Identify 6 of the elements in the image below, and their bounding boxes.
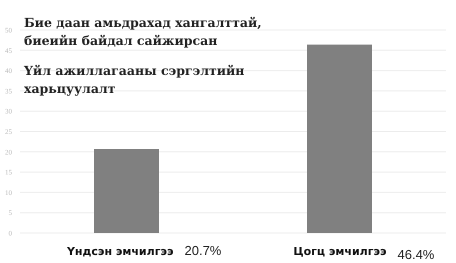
x-tick-label: Цогц эмчилгээ xyxy=(293,245,387,258)
x-tick-label: Үндсэн эмчилгээ xyxy=(66,245,174,258)
text: Үйл ажиллагааны сэргэлтийн харьцуулалт xyxy=(24,62,246,98)
chart-title: Бие даан амьдрахад хангалттай, биеийн байдал сайжирсан xyxy=(24,14,263,50)
data-label: 20.7% xyxy=(184,243,222,258)
data-label: 46.4% xyxy=(398,247,435,262)
